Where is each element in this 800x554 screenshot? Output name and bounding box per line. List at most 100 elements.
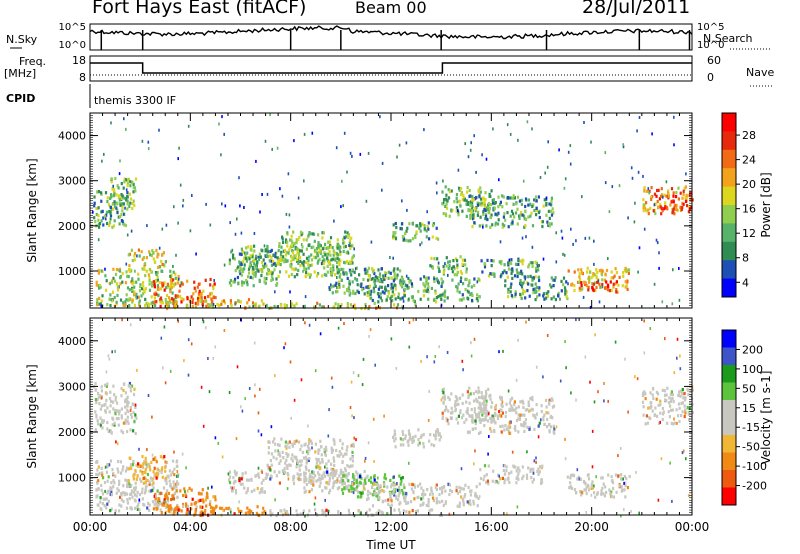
noise-cell [352,482,354,486]
data-cell [614,282,617,286]
data-cell [446,296,449,300]
data-cell [302,260,306,264]
data-cell [392,231,395,235]
data-cell [124,421,127,425]
data-cell [274,442,277,446]
data-cell [416,224,419,228]
noise-cell [599,285,601,289]
data-cell [515,469,518,473]
data-cell [346,464,349,468]
data-cell [153,466,156,470]
data-cell [228,481,232,485]
freq-label: Freq. [19,55,46,68]
data-cell [485,480,488,484]
data-cell [644,422,647,426]
data-cell [270,278,273,282]
data-cell [228,258,231,262]
noise-cell [470,354,473,358]
data-cell [522,259,525,263]
data-cell [237,507,240,511]
data-cell [394,237,398,241]
data-cell [266,244,269,248]
data-cell [416,509,419,513]
data-cell [323,258,326,262]
data-cell [565,294,568,299]
data-cell [300,459,303,463]
data-cell [466,411,469,415]
data-cell [177,506,180,510]
data-cell [114,509,117,513]
data-cell [484,262,487,266]
data-cell [445,202,448,206]
data-cell [665,399,668,403]
data-cell [279,258,282,262]
noise-cell [300,378,303,382]
data-cell [156,489,159,493]
data-cell [270,255,273,259]
data-cell [159,491,162,495]
data-cell [591,274,594,278]
data-cell [276,261,279,265]
data-cell [690,208,693,212]
data-cell [349,464,353,468]
data-cell [448,492,451,497]
data-cell [132,477,135,481]
data-cell [369,277,372,281]
data-cell [112,472,115,476]
data-cell [268,440,271,444]
noise-cell [277,449,279,453]
data-cell [469,293,472,297]
data-cell [106,427,109,431]
data-cell [250,490,253,494]
data-cell [673,212,676,216]
data-cell [122,388,125,393]
data-cell [362,486,365,490]
data-cell [132,280,135,284]
data-cell [346,445,349,449]
data-cell [685,193,688,197]
data-cell [384,285,387,289]
data-cell [298,473,301,477]
data-cell [615,490,618,494]
data-cell [515,268,518,272]
data-cell [389,296,392,300]
data-cell [383,476,386,480]
data-cell [378,275,382,279]
data-cell [330,258,333,262]
data-cell [163,503,166,507]
data-cell [119,298,123,302]
data-cell [209,500,212,504]
data-cell [464,493,467,497]
data-cell [114,398,117,402]
data-cell [299,259,302,263]
data-cell [243,281,246,285]
data-cell [129,184,132,188]
data-cell [573,288,576,293]
data-cell [524,209,527,213]
data-cell [106,199,109,204]
data-cell [602,492,605,496]
noise-cell [402,299,405,303]
noise-cell [220,153,222,157]
data-cell [144,489,147,493]
nsky-panel-frame [89,23,693,51]
data-cell [456,491,460,495]
data-cell [314,248,317,253]
noise-cell [300,243,303,246]
data-cell [475,390,478,394]
noise-cell [109,282,112,286]
data-cell [511,196,515,200]
data-cell [540,478,543,482]
noise-cell [604,181,607,185]
data-cell [314,508,317,512]
data-cell [402,491,405,495]
data-cell [206,492,209,497]
data-cell [349,246,352,251]
noise-cell [302,269,304,273]
data-cell [137,277,140,281]
data-cell [490,264,493,268]
data-cell [402,443,405,447]
data-cell [442,486,445,490]
noise-cell [466,289,469,293]
data-cell [578,286,581,290]
